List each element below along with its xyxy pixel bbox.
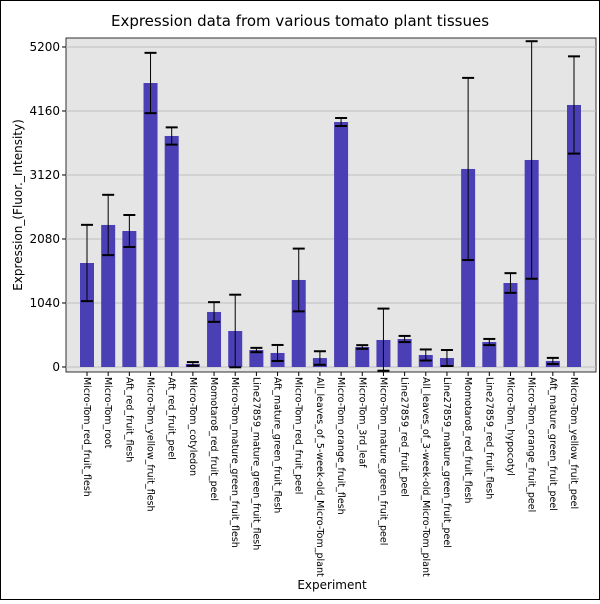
y-tick-label: 3120 xyxy=(29,168,60,182)
bar xyxy=(80,263,94,367)
x-tick-label: Micro-Tom_yellow_fruit_flesh xyxy=(145,377,156,512)
x-tick-label: Momotaro8_red_fruit_peel xyxy=(208,377,219,501)
bar xyxy=(397,339,412,367)
bar xyxy=(355,347,370,367)
x-tick-label: All_leaves_of_5-week-old_Micro-Tom_plant xyxy=(314,377,325,577)
x-tick-label: Line27859_mature_green_fruit_peel xyxy=(441,377,452,548)
x-tick-label: Line27859_red_fruit_flesh xyxy=(483,377,494,499)
x-tick-label: Micro-Tom_mature_green_fruit_peel xyxy=(377,377,388,545)
x-tick-label: Micro-Tom_red_fruit_flesh xyxy=(81,377,92,497)
x-tick-label: Aft_mature_green_fruit_flesh xyxy=(272,377,283,513)
x-axis-label: Experiment xyxy=(297,578,367,592)
bar xyxy=(122,231,137,367)
bar xyxy=(291,279,306,367)
x-tick-label: Micro-Tom_root xyxy=(102,377,113,449)
bar xyxy=(567,104,581,367)
x-tick-label: Line27859_red_fruit_peel xyxy=(399,377,410,497)
x-tick-label: Micro-Tom_orange_fruit_peel xyxy=(526,377,537,512)
x-tick-label: Micro-Tom_mature_green_fruit_flesh xyxy=(229,377,240,548)
y-tick-label: 4160 xyxy=(29,104,60,118)
bar xyxy=(482,342,497,367)
x-tick-label: Aft_red_fruit_flesh xyxy=(123,377,134,462)
y-tick-label: 5200 xyxy=(29,40,60,54)
bar xyxy=(164,135,179,367)
bar xyxy=(101,224,116,367)
x-tick-label: Micro-Tom_cotyledon xyxy=(187,377,198,476)
y-tick-label: 2080 xyxy=(29,232,60,246)
x-tick-label: Micro-Tom_hypocotyl xyxy=(504,377,515,476)
x-tick-label: All_leaves_of_3-week-old_Micro-Tom_plant xyxy=(420,377,431,577)
bar xyxy=(461,168,476,367)
bar xyxy=(207,311,222,367)
x-tick-label: Micro-Tom_yellow_fruit_peel xyxy=(568,377,579,509)
x-tick-label: Micro-Tom_3rd_leaf xyxy=(356,377,367,468)
x-tick-label: Aft_red_fruit_peel xyxy=(166,377,177,460)
x-tick-label: Momotaro8_red_fruit_flesh xyxy=(462,377,473,503)
bar xyxy=(143,83,158,367)
bar xyxy=(334,122,349,367)
y-tick-label: 1040 xyxy=(29,296,60,310)
y-tick-label: 0 xyxy=(52,360,60,374)
bar xyxy=(503,283,518,367)
y-axis-label: Expression_(Fluor._Intensity) xyxy=(11,119,25,291)
x-tick-label: Micro-Tom_red_fruit_peel xyxy=(293,377,304,494)
x-tick-label: Line27859_mature_green_fruit_flesh xyxy=(250,377,261,550)
x-tick-label: Aft_mature_green_fruit_peel xyxy=(547,377,558,511)
x-tick-label: Micro-Tom_orange_fruit_flesh xyxy=(335,377,346,515)
chart-title: Expression data from various tomato plan… xyxy=(111,12,489,30)
bar xyxy=(249,350,264,367)
